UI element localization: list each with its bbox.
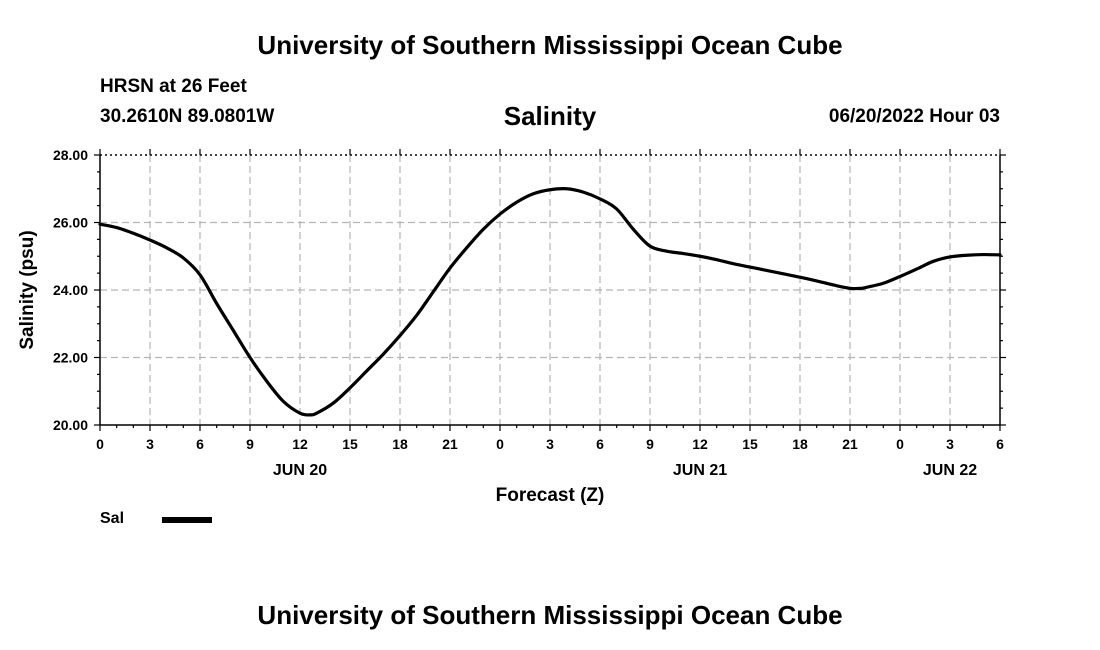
x-tick-label: 21 <box>842 436 858 452</box>
footer-title: University of Southern Mississippi Ocean… <box>257 600 843 630</box>
date-label: JUN 20 <box>273 462 327 479</box>
forecast-datetime: 06/20/2022 Hour 03 <box>828 106 1000 127</box>
station-label: HRSN at 26 Feet <box>100 76 247 97</box>
y-tick-label: 28.00 <box>53 147 88 163</box>
x-tick-label: 6 <box>596 436 604 452</box>
x-tick-label: 6 <box>996 436 1004 452</box>
y-tick-label: 22.00 <box>53 350 88 366</box>
x-tick-label: 0 <box>496 436 504 452</box>
y-tick-label: 26.00 <box>53 215 88 231</box>
y-tick-label: 20.00 <box>53 417 88 433</box>
x-tick-label: 9 <box>246 436 254 452</box>
x-tick-label: 21 <box>442 436 458 452</box>
y-axis-title: Salinity (psu) <box>17 230 38 349</box>
x-tick-label: 15 <box>342 436 358 452</box>
date-label: JUN 21 <box>673 462 727 479</box>
x-tick-label: 12 <box>692 436 708 452</box>
x-tick-label: 3 <box>946 436 954 452</box>
date-label: JUN 22 <box>923 462 977 479</box>
x-tick-label: 15 <box>742 436 758 452</box>
y-tick-label: 24.00 <box>53 282 88 298</box>
x-tick-label: 6 <box>196 436 204 452</box>
x-tick-label: 18 <box>792 436 808 452</box>
x-axis-title: Forecast (Z) <box>496 485 605 506</box>
coordinates-label: 30.2610N 89.0801W <box>100 106 275 127</box>
x-tick-label: 12 <box>292 436 308 452</box>
chart-title: Salinity <box>503 101 597 131</box>
header-title: University of Southern Mississippi Ocean… <box>257 30 843 60</box>
x-tick-label: 9 <box>646 436 654 452</box>
x-tick-label: 0 <box>896 436 904 452</box>
x-tick-label: 0 <box>96 436 104 452</box>
x-tick-label: 18 <box>392 436 408 452</box>
x-tick-label: 3 <box>546 436 554 452</box>
x-tick-label: 3 <box>146 436 154 452</box>
legend-swatch <box>162 517 212 523</box>
legend-label: Sal <box>100 510 125 527</box>
series-line-sal <box>98 187 1002 417</box>
